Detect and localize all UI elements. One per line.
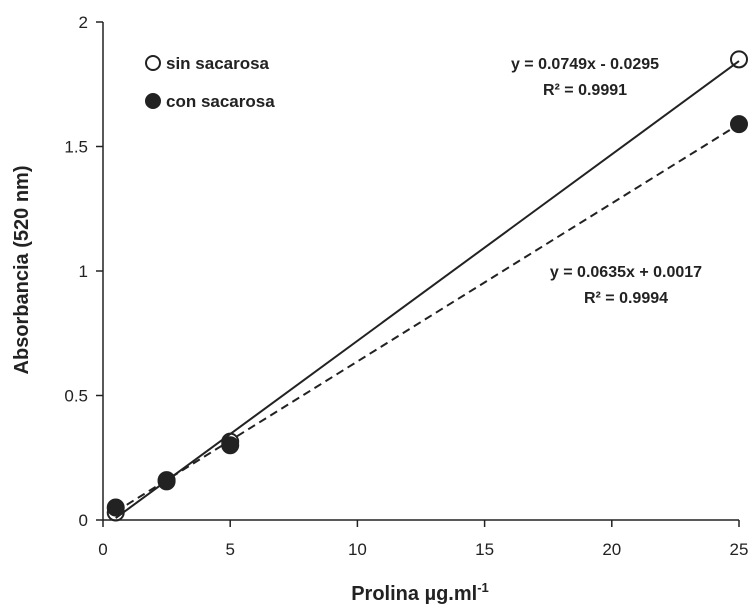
x-tick-label: 20 <box>602 540 621 559</box>
x-axis-title-superscript: -1 <box>477 580 489 595</box>
x-tick-label: 10 <box>348 540 367 559</box>
data-point-sin-sacarosa <box>221 432 240 451</box>
r2-con-sacarosa: R² = 0.9994 <box>584 290 668 307</box>
r2-sin-sacarosa: R² = 0.9991 <box>543 82 627 99</box>
y-tick-label: 1 <box>79 262 88 281</box>
x-tick-label: 0 <box>98 540 107 559</box>
trendline-sin-sacarosa <box>115 60 740 519</box>
trendline-con-sacarosa <box>115 123 740 513</box>
y-axis-title: Absorbancia (520 nm) <box>11 166 33 375</box>
y-tick-label: 2 <box>79 13 88 32</box>
equation-sin-sacarosa: y = 0.0749x - 0.0295 <box>511 56 659 73</box>
x-tick-label: 25 <box>730 540 749 559</box>
x-axis-title: Prolina µg.ml-1 <box>351 580 489 605</box>
data-point-con-sacarosa <box>730 115 748 134</box>
y-tick-label: 0.5 <box>64 387 88 406</box>
data-point-con-sacarosa <box>106 498 125 517</box>
legend-marker-con-sacarosa <box>145 93 161 109</box>
equation-con-sacarosa: y = 0.0635x + 0.0017 <box>550 264 702 281</box>
legend-label-sin-sacarosa: sin sacarosa <box>166 54 270 73</box>
plot-area: 0 5 10 15 20 25 0 0.5 1 1.5 2 <box>64 13 748 559</box>
y-tick-label: 1.5 <box>64 138 88 157</box>
y-tick-label: 0 <box>79 511 88 530</box>
legend: sin sacarosa con sacarosa <box>145 54 275 111</box>
data-point-sin-sacarosa <box>730 50 748 69</box>
data-point-sin-sacarosa <box>157 472 176 491</box>
legend-label-con-sacarosa: con sacarosa <box>166 92 275 111</box>
legend-marker-sin-sacarosa <box>145 55 161 71</box>
x-tick-label: 15 <box>475 540 494 559</box>
data-point-sin-sacarosa <box>106 503 125 522</box>
x-tick-label: 5 <box>225 540 234 559</box>
